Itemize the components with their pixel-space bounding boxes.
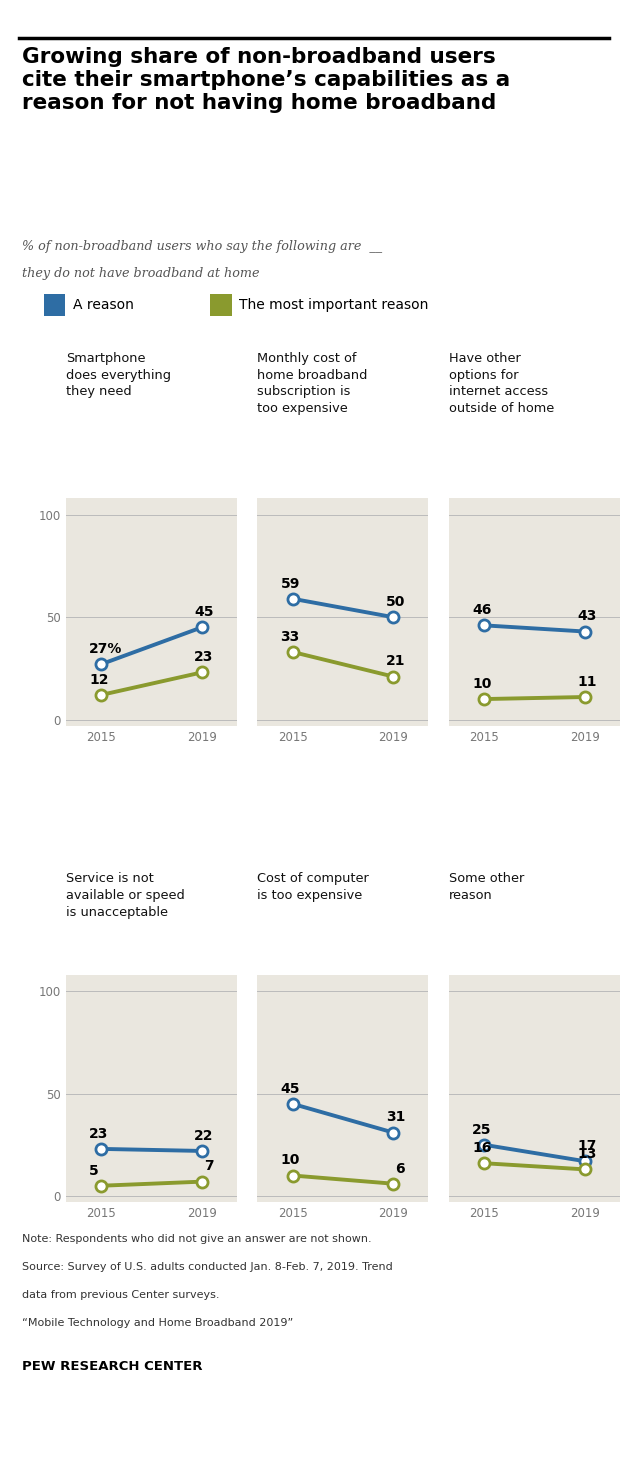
Text: 21: 21 — [386, 654, 405, 668]
Text: 7: 7 — [204, 1160, 214, 1173]
Text: Some other
reason: Some other reason — [449, 872, 524, 902]
Text: 5: 5 — [89, 1164, 99, 1177]
Text: 59: 59 — [281, 576, 300, 591]
Text: data from previous Center surveys.: data from previous Center surveys. — [22, 1290, 219, 1300]
Text: Monthly cost of
home broadband
subscription is
too expensive: Monthly cost of home broadband subscript… — [257, 352, 368, 415]
Text: 6: 6 — [396, 1161, 405, 1176]
Text: Cost of computer
is too expensive: Cost of computer is too expensive — [257, 872, 369, 902]
Text: “Mobile Technology and Home Broadband 2019”: “Mobile Technology and Home Broadband 20… — [22, 1318, 293, 1328]
Text: Source: Survey of U.S. adults conducted Jan. 8-Feb. 7, 2019. Trend: Source: Survey of U.S. adults conducted … — [22, 1262, 392, 1272]
Text: 27%: 27% — [89, 642, 122, 657]
Text: 10: 10 — [472, 677, 492, 690]
Text: 11: 11 — [577, 674, 597, 689]
Text: 25: 25 — [472, 1123, 492, 1136]
Text: Note: Respondents who did not give an answer are not shown.: Note: Respondents who did not give an an… — [22, 1234, 372, 1245]
Text: 33: 33 — [281, 630, 300, 644]
Text: 22: 22 — [194, 1129, 214, 1143]
Text: Growing share of non-broadband users
cite their smartphone’s capabilities as a
r: Growing share of non-broadband users cit… — [22, 47, 510, 113]
Text: 45: 45 — [281, 1082, 300, 1095]
Text: 50: 50 — [386, 595, 405, 608]
Text: 31: 31 — [386, 1110, 405, 1124]
Text: 17: 17 — [577, 1139, 597, 1152]
Text: Have other
options for
internet access
outside of home: Have other options for internet access o… — [449, 352, 555, 415]
Text: 46: 46 — [472, 603, 492, 617]
Text: 23: 23 — [194, 651, 214, 664]
Text: PEW RESEARCH CENTER: PEW RESEARCH CENTER — [22, 1360, 202, 1374]
Text: A reason: A reason — [73, 298, 134, 312]
Text: 10: 10 — [281, 1154, 300, 1167]
Text: 16: 16 — [472, 1141, 492, 1155]
Text: 45: 45 — [194, 605, 214, 619]
Text: 23: 23 — [89, 1127, 109, 1141]
Text: 12: 12 — [89, 673, 109, 686]
Text: 13: 13 — [577, 1148, 597, 1161]
Text: % of non-broadband users who say the following are  __: % of non-broadband users who say the fol… — [22, 240, 382, 254]
Text: 43: 43 — [577, 610, 597, 623]
Text: Service is not
available or speed
is unacceptable: Service is not available or speed is una… — [66, 872, 185, 919]
Text: they do not have broadband at home: they do not have broadband at home — [22, 267, 259, 280]
Text: Smartphone
does everything
they need: Smartphone does everything they need — [66, 352, 171, 399]
Text: The most important reason: The most important reason — [239, 298, 429, 312]
